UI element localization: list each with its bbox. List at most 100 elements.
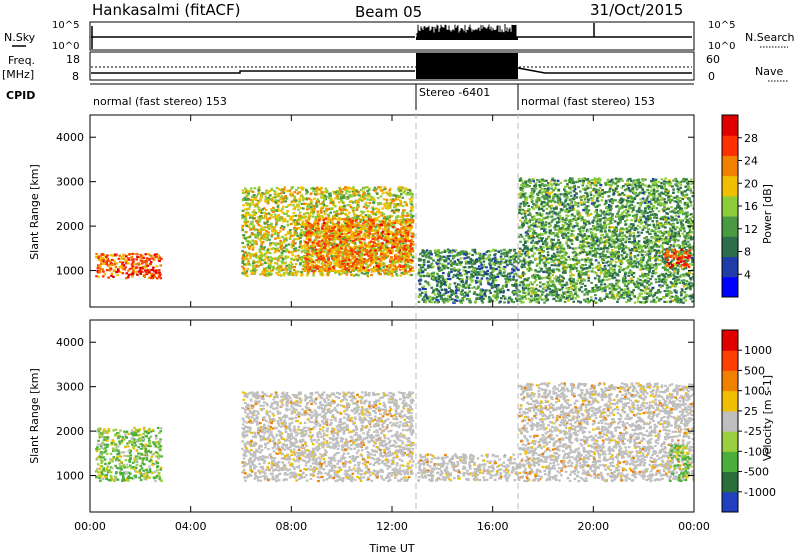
power-cell (512, 278, 515, 281)
power-cell (124, 259, 127, 262)
power-cell (334, 191, 337, 194)
power-cell (374, 189, 377, 192)
power-cell (261, 241, 265, 244)
power-cell (495, 259, 499, 262)
power-cell (589, 213, 593, 216)
power-cell (373, 198, 376, 201)
power-cell (406, 237, 409, 240)
power-cell (444, 265, 447, 268)
power-cell (297, 235, 301, 239)
power-cell (336, 233, 339, 236)
power-cell (548, 288, 552, 291)
power-cell (412, 215, 415, 218)
power-cell (635, 258, 639, 261)
power-cell (649, 189, 653, 192)
power-cell (131, 275, 134, 278)
power-cell (308, 224, 311, 227)
power-cell (394, 257, 397, 260)
power-cell (338, 236, 342, 239)
power-cell (513, 266, 516, 269)
power-cell (374, 213, 378, 216)
power-cell (253, 272, 256, 275)
power-cell (402, 191, 406, 194)
power-cell (343, 261, 346, 264)
power-cell (121, 263, 124, 266)
power-cell (385, 217, 389, 220)
power-cell (398, 228, 402, 232)
power-cell (496, 275, 499, 278)
power-cell (288, 218, 292, 221)
power-cell (273, 232, 277, 236)
power-cell (451, 250, 454, 253)
power-cell (289, 234, 293, 238)
power-cell (602, 250, 605, 253)
power-cell (359, 220, 362, 224)
power-cell (365, 228, 369, 231)
power-cell (305, 250, 308, 253)
power-cell (503, 274, 506, 278)
power-cell (249, 245, 252, 248)
power-cell (319, 243, 323, 246)
power-cell (408, 254, 411, 257)
power-cell (110, 274, 113, 277)
power-cell (431, 275, 435, 278)
power-cell (353, 245, 356, 248)
power-cell (407, 218, 411, 221)
power-cell (263, 274, 266, 277)
power-cell (344, 229, 347, 232)
power-cell (441, 299, 445, 302)
power-cell (624, 208, 628, 211)
nsky-panel (89, 21, 695, 51)
power-cell (394, 241, 397, 245)
power-cell (322, 194, 325, 197)
power-cell (293, 258, 296, 261)
power-cell (281, 262, 284, 265)
power-cell (443, 250, 447, 253)
power-cell (326, 274, 330, 277)
power-cell (96, 266, 100, 270)
power-cell (352, 186, 355, 189)
power-cell (306, 253, 309, 256)
power-cell (551, 280, 554, 283)
power-cell (277, 232, 280, 235)
power-cell (503, 251, 506, 254)
power-cell (496, 286, 500, 289)
power-cell (373, 251, 376, 255)
power-cell (409, 260, 412, 264)
power-cell (371, 225, 375, 228)
power-cell (401, 235, 405, 238)
power-cell (147, 276, 151, 279)
power-cell (357, 215, 361, 218)
power-cell (557, 269, 561, 273)
power-cell (360, 272, 364, 275)
power-cell (353, 194, 356, 197)
power-cell (421, 266, 425, 269)
power-cell (512, 293, 516, 296)
power-cell (534, 295, 537, 298)
power-cell (385, 215, 389, 218)
power-cell (282, 188, 286, 191)
power-cell (369, 262, 373, 265)
power-cell (259, 193, 263, 196)
power-cell (353, 256, 357, 259)
power-cell (370, 235, 374, 239)
nsky-tick-bottom: 10^0 (52, 41, 79, 52)
power-cell (383, 186, 386, 189)
power-cell (338, 217, 342, 220)
power-cell (489, 291, 492, 294)
power-cell (423, 298, 427, 302)
power-cell (446, 250, 449, 253)
power-cell (487, 258, 491, 261)
power-cell (368, 187, 371, 190)
power-cell (242, 253, 246, 256)
power-cell (326, 253, 329, 256)
power-cell (292, 204, 295, 207)
power-cell (393, 270, 397, 273)
power-cell (471, 259, 475, 262)
power-cell (422, 285, 425, 288)
power-cell (279, 265, 283, 268)
power-cell (316, 216, 320, 219)
power-cell (363, 269, 366, 272)
power-cell (260, 241, 263, 244)
power-cell (281, 190, 285, 193)
